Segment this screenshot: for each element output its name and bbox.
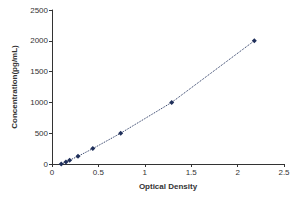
svg-text:0: 0 [44,160,49,169]
svg-text:1500: 1500 [30,67,48,76]
svg-text:2.5: 2.5 [278,168,290,177]
svg-text:1: 1 [143,168,148,177]
svg-text:1.5: 1.5 [186,168,198,177]
svg-text:0: 0 [50,168,55,177]
svg-text:2500: 2500 [30,6,48,15]
svg-text:0.5: 0.5 [93,168,105,177]
svg-text:2000: 2000 [30,36,48,45]
svg-text:500: 500 [35,129,49,138]
svg-text:1000: 1000 [30,98,48,107]
svg-text:Optical Density: Optical Density [139,182,198,191]
svg-text:Concentration(pg/mL): Concentration(pg/mL) [10,45,19,129]
svg-text:2: 2 [235,168,240,177]
